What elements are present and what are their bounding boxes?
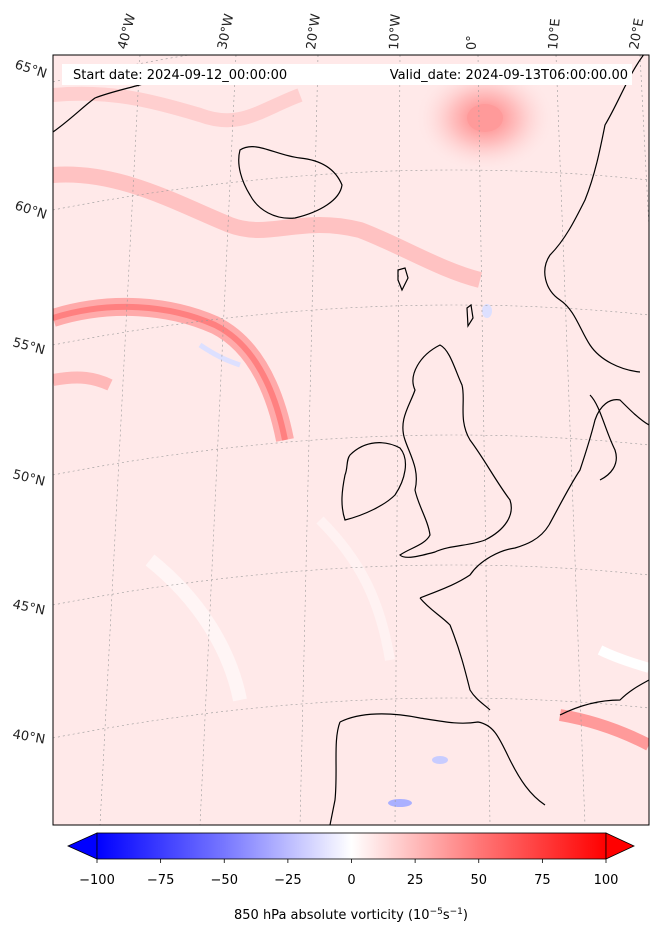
- lon-label-10e: 10°E: [546, 18, 564, 50]
- map-frame: [52, 54, 650, 826]
- lat-label-40n: 40°N: [11, 727, 46, 747]
- lon-label-20w: 20°W: [304, 13, 324, 51]
- france-coast: [419, 524, 550, 711]
- lat-label-65n: 65°N: [13, 58, 49, 82]
- colorbar-extend-max: [605, 832, 635, 860]
- graticule: [53, 55, 649, 825]
- colorbar-tick-label: −50: [211, 873, 238, 888]
- valid-date: Valid_date: 2024-09-13T06:00:00.00: [390, 68, 628, 83]
- colorbar-tick-label: 25: [407, 873, 424, 888]
- lon-label-10w: 10°W: [387, 13, 404, 50]
- longitude-labels: 40°W 30°W 20°W 10°W 0° 10°E 20°E: [115, 12, 647, 51]
- colorbar-tick-label: 0: [347, 873, 355, 888]
- ireland-coast: [341, 442, 407, 521]
- coastlines: [53, 55, 649, 825]
- start-date: Start date: 2024-09-12_00:00:00: [73, 68, 287, 83]
- colorbar-tick-label: −25: [274, 873, 301, 888]
- colorbar-extend-min: [67, 832, 98, 860]
- shetland-islands: [466, 303, 474, 328]
- vorticity-field: [53, 55, 649, 825]
- faroe-islands: [397, 267, 409, 292]
- lat-label-45n: 45°N: [11, 597, 46, 618]
- colorbar-label: 850 hPa absolute vorticity (10−5s−1): [234, 907, 468, 923]
- lat-label-50n: 50°N: [11, 467, 46, 489]
- colorbar-tick-label: 75: [534, 873, 551, 888]
- colorbar: −100 −75 −50 −25 0 25 50 75 100 850 hPa absolute…: [67, 832, 635, 923]
- lat-label-55n: 55°N: [11, 335, 47, 358]
- lon-label-20e: 20°E: [627, 17, 647, 50]
- colorbar-tick-label: −75: [147, 873, 174, 888]
- lon-label-40w: 40°W: [115, 12, 139, 51]
- lon-label-30w: 30°W: [215, 12, 237, 50]
- header-strip: [62, 64, 632, 85]
- lat-label-60n: 60°N: [13, 199, 49, 223]
- iceland-coast: [238, 146, 343, 219]
- great-britain-coast: [399, 344, 512, 558]
- lon-label-0: 0°: [465, 35, 480, 50]
- colorbar-tick-label: −100: [79, 873, 115, 888]
- scandinavia-coast: [544, 55, 645, 481]
- colorbar-tick-label: 50: [470, 873, 487, 888]
- colorbar-tick-label: 100: [594, 873, 619, 888]
- iberia-coast: [329, 713, 546, 825]
- north-sea-continental-coast: [548, 399, 649, 526]
- latitude-labels: 65°N 60°N 55°N 50°N 45°N 40°N: [11, 58, 49, 748]
- italy-coast: [559, 679, 649, 716]
- colorbar-body: [96, 832, 607, 860]
